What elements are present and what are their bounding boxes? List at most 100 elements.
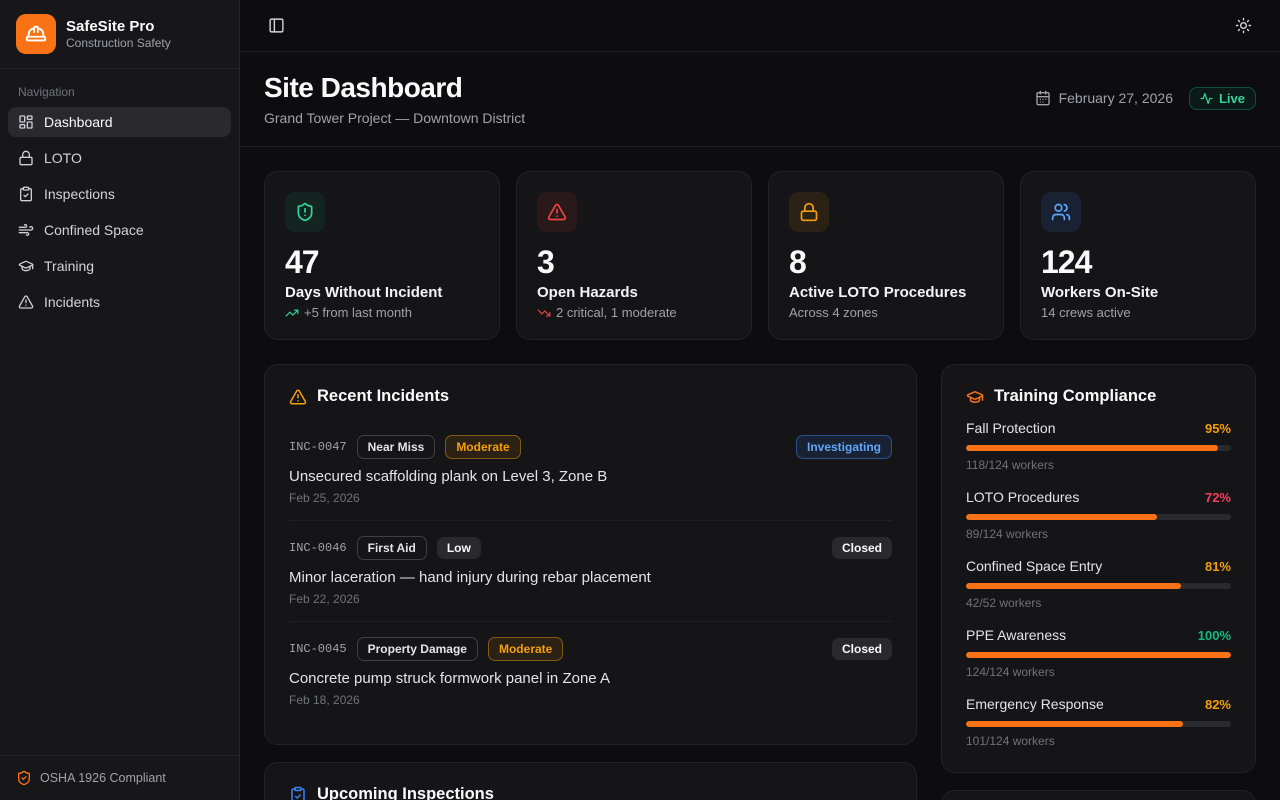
training-percent: 82% [1205, 697, 1231, 712]
training-label: LOTO Procedures [966, 489, 1079, 505]
sidebar-item-dashboard[interactable]: Dashboard [8, 107, 231, 137]
upcoming-inspections-header: Upcoming Inspections [289, 785, 892, 800]
training-row: Emergency Response 82% 101/124 workers [966, 696, 1231, 748]
stat-sub: 14 crews active [1041, 305, 1235, 320]
training-row-head: PPE Awareness 100% [966, 627, 1231, 643]
trending-down-icon [537, 306, 551, 320]
training-label: Confined Space Entry [966, 558, 1102, 574]
stat-card-active-loto: 8 Active LOTO Procedures Across 4 zones [768, 171, 1004, 340]
lock-icon [789, 192, 829, 232]
alert-triangle-icon [537, 192, 577, 232]
page-subtitle: Grand Tower Project — Downtown District [264, 110, 525, 126]
date-display: February 27, 2026 [1035, 90, 1173, 106]
training-row: Fall Protection 95% 118/124 workers [966, 420, 1231, 472]
left-column: Recent Incidents INC-0047 Near Miss Mode… [264, 364, 917, 800]
graduation-cap-icon [18, 258, 34, 274]
section-title: Recent Incidents [317, 387, 449, 406]
incident-meta: INC-0047 Near Miss Moderate Investigatin… [289, 435, 892, 459]
sidebar-toggle-button[interactable] [264, 13, 289, 38]
incident-status-badge: Closed [832, 638, 892, 660]
live-badge-label: Live [1219, 91, 1245, 106]
theme-toggle-button[interactable] [1231, 13, 1256, 38]
page-header: Site Dashboard Grand Tower Project — Dow… [240, 52, 1280, 147]
sidebar-item-inspections[interactable]: Inspections [8, 179, 231, 209]
incident-id: INC-0046 [289, 541, 347, 555]
training-percent: 72% [1205, 490, 1231, 505]
training-row-head: Emergency Response 82% [966, 696, 1231, 712]
incident-id: INC-0047 [289, 440, 347, 454]
panel-left-icon [268, 17, 285, 34]
right-column: Training Compliance Fall Protection 95% … [941, 364, 1256, 800]
incident-type-badge: Property Damage [357, 637, 478, 661]
brand-text: SafeSite Pro Construction Safety [66, 18, 171, 51]
layout-dashboard-icon [18, 114, 34, 130]
stat-value: 124 [1041, 244, 1235, 280]
stat-sub-text: Across 4 zones [789, 305, 878, 320]
stat-label: Days Without Incident [285, 284, 479, 301]
stat-card-days-without-incident: 47 Days Without Incident +5 from last mo… [264, 171, 500, 340]
clipboard-check-icon [289, 786, 307, 800]
incident-title: Concrete pump struck formwork panel in Z… [289, 670, 892, 687]
stat-card-open-hazards: 3 Open Hazards 2 critical, 1 moderate [516, 171, 752, 340]
training-percent: 95% [1205, 421, 1231, 436]
wind-icon [18, 222, 34, 238]
incident-type-badge: Near Miss [357, 435, 436, 459]
clipboard-check-icon [18, 186, 34, 202]
brand-tagline: Construction Safety [66, 36, 171, 51]
incident-id: INC-0045 [289, 642, 347, 656]
recent-incidents-card: Recent Incidents INC-0047 Near Miss Mode… [264, 364, 917, 745]
training-compliance-header: Training Compliance [966, 387, 1231, 406]
sidebar-item-label: LOTO [44, 150, 82, 166]
sidebar-item-incidents[interactable]: Incidents [8, 287, 231, 317]
stat-card-workers-on-site: 124 Workers On-Site 14 crews active [1020, 171, 1256, 340]
incident-row[interactable]: INC-0045 Property Damage Moderate Closed… [289, 621, 892, 722]
stat-label: Workers On-Site [1041, 284, 1235, 301]
lower-grid: Recent Incidents INC-0047 Near Miss Mode… [264, 364, 1256, 800]
training-row: Confined Space Entry 81% 42/52 workers [966, 558, 1231, 610]
page-header-text: Site Dashboard Grand Tower Project — Dow… [264, 70, 525, 126]
brand-name: SafeSite Pro [66, 18, 171, 36]
stat-value: 47 [285, 244, 479, 280]
sidebar-item-confined-space[interactable]: Confined Space [8, 215, 231, 245]
brand-logo [16, 14, 56, 54]
topbar [240, 0, 1280, 52]
shield-alert-icon [285, 192, 325, 232]
lock-icon [18, 150, 34, 166]
incident-severity-badge: Moderate [488, 637, 563, 661]
stats-grid: 47 Days Without Incident +5 from last mo… [264, 171, 1256, 340]
brand: SafeSite Pro Construction Safety [0, 0, 239, 69]
training-row-head: Confined Space Entry 81% [966, 558, 1231, 574]
trending-up-icon [285, 306, 299, 320]
sidebar-item-loto[interactable]: LOTO [8, 143, 231, 173]
progress-bar [966, 445, 1231, 451]
alert-triangle-icon [18, 294, 34, 310]
training-workers: 89/124 workers [966, 527, 1231, 541]
incident-meta: INC-0045 Property Damage Moderate Closed [289, 637, 892, 661]
main-area: Site Dashboard Grand Tower Project — Dow… [240, 0, 1280, 800]
training-label: Fall Protection [966, 420, 1055, 436]
header-right: February 27, 2026 Live [1035, 87, 1256, 110]
sidebar: SafeSite Pro Construction Safety Navigat… [0, 0, 240, 800]
training-percent: 100% [1198, 628, 1231, 643]
incident-status-badge: Closed [832, 537, 892, 559]
date-text: February 27, 2026 [1059, 90, 1173, 106]
activity-icon [1200, 92, 1213, 105]
graduation-cap-icon [966, 388, 984, 406]
training-workers: 101/124 workers [966, 734, 1231, 748]
incident-date: Feb 18, 2026 [289, 693, 892, 707]
sidebar-item-training[interactable]: Training [8, 251, 231, 281]
partial-card [941, 790, 1256, 800]
incident-row[interactable]: INC-0047 Near Miss Moderate Investigatin… [289, 420, 892, 520]
training-compliance-card: Training Compliance Fall Protection 95% … [941, 364, 1256, 773]
recent-incidents-header: Recent Incidents [289, 387, 892, 406]
sidebar-nav: Navigation Dashboard LOTO Inspections Co… [0, 69, 239, 755]
page-title: Site Dashboard [264, 70, 525, 106]
incident-row[interactable]: INC-0046 First Aid Low Closed Minor lace… [289, 520, 892, 621]
progress-bar-fill [966, 514, 1157, 520]
incident-date: Feb 25, 2026 [289, 491, 892, 505]
alert-triangle-icon [289, 388, 307, 406]
stat-sub: Across 4 zones [789, 305, 983, 320]
stat-label: Open Hazards [537, 284, 731, 301]
training-workers: 124/124 workers [966, 665, 1231, 679]
progress-bar [966, 514, 1231, 520]
